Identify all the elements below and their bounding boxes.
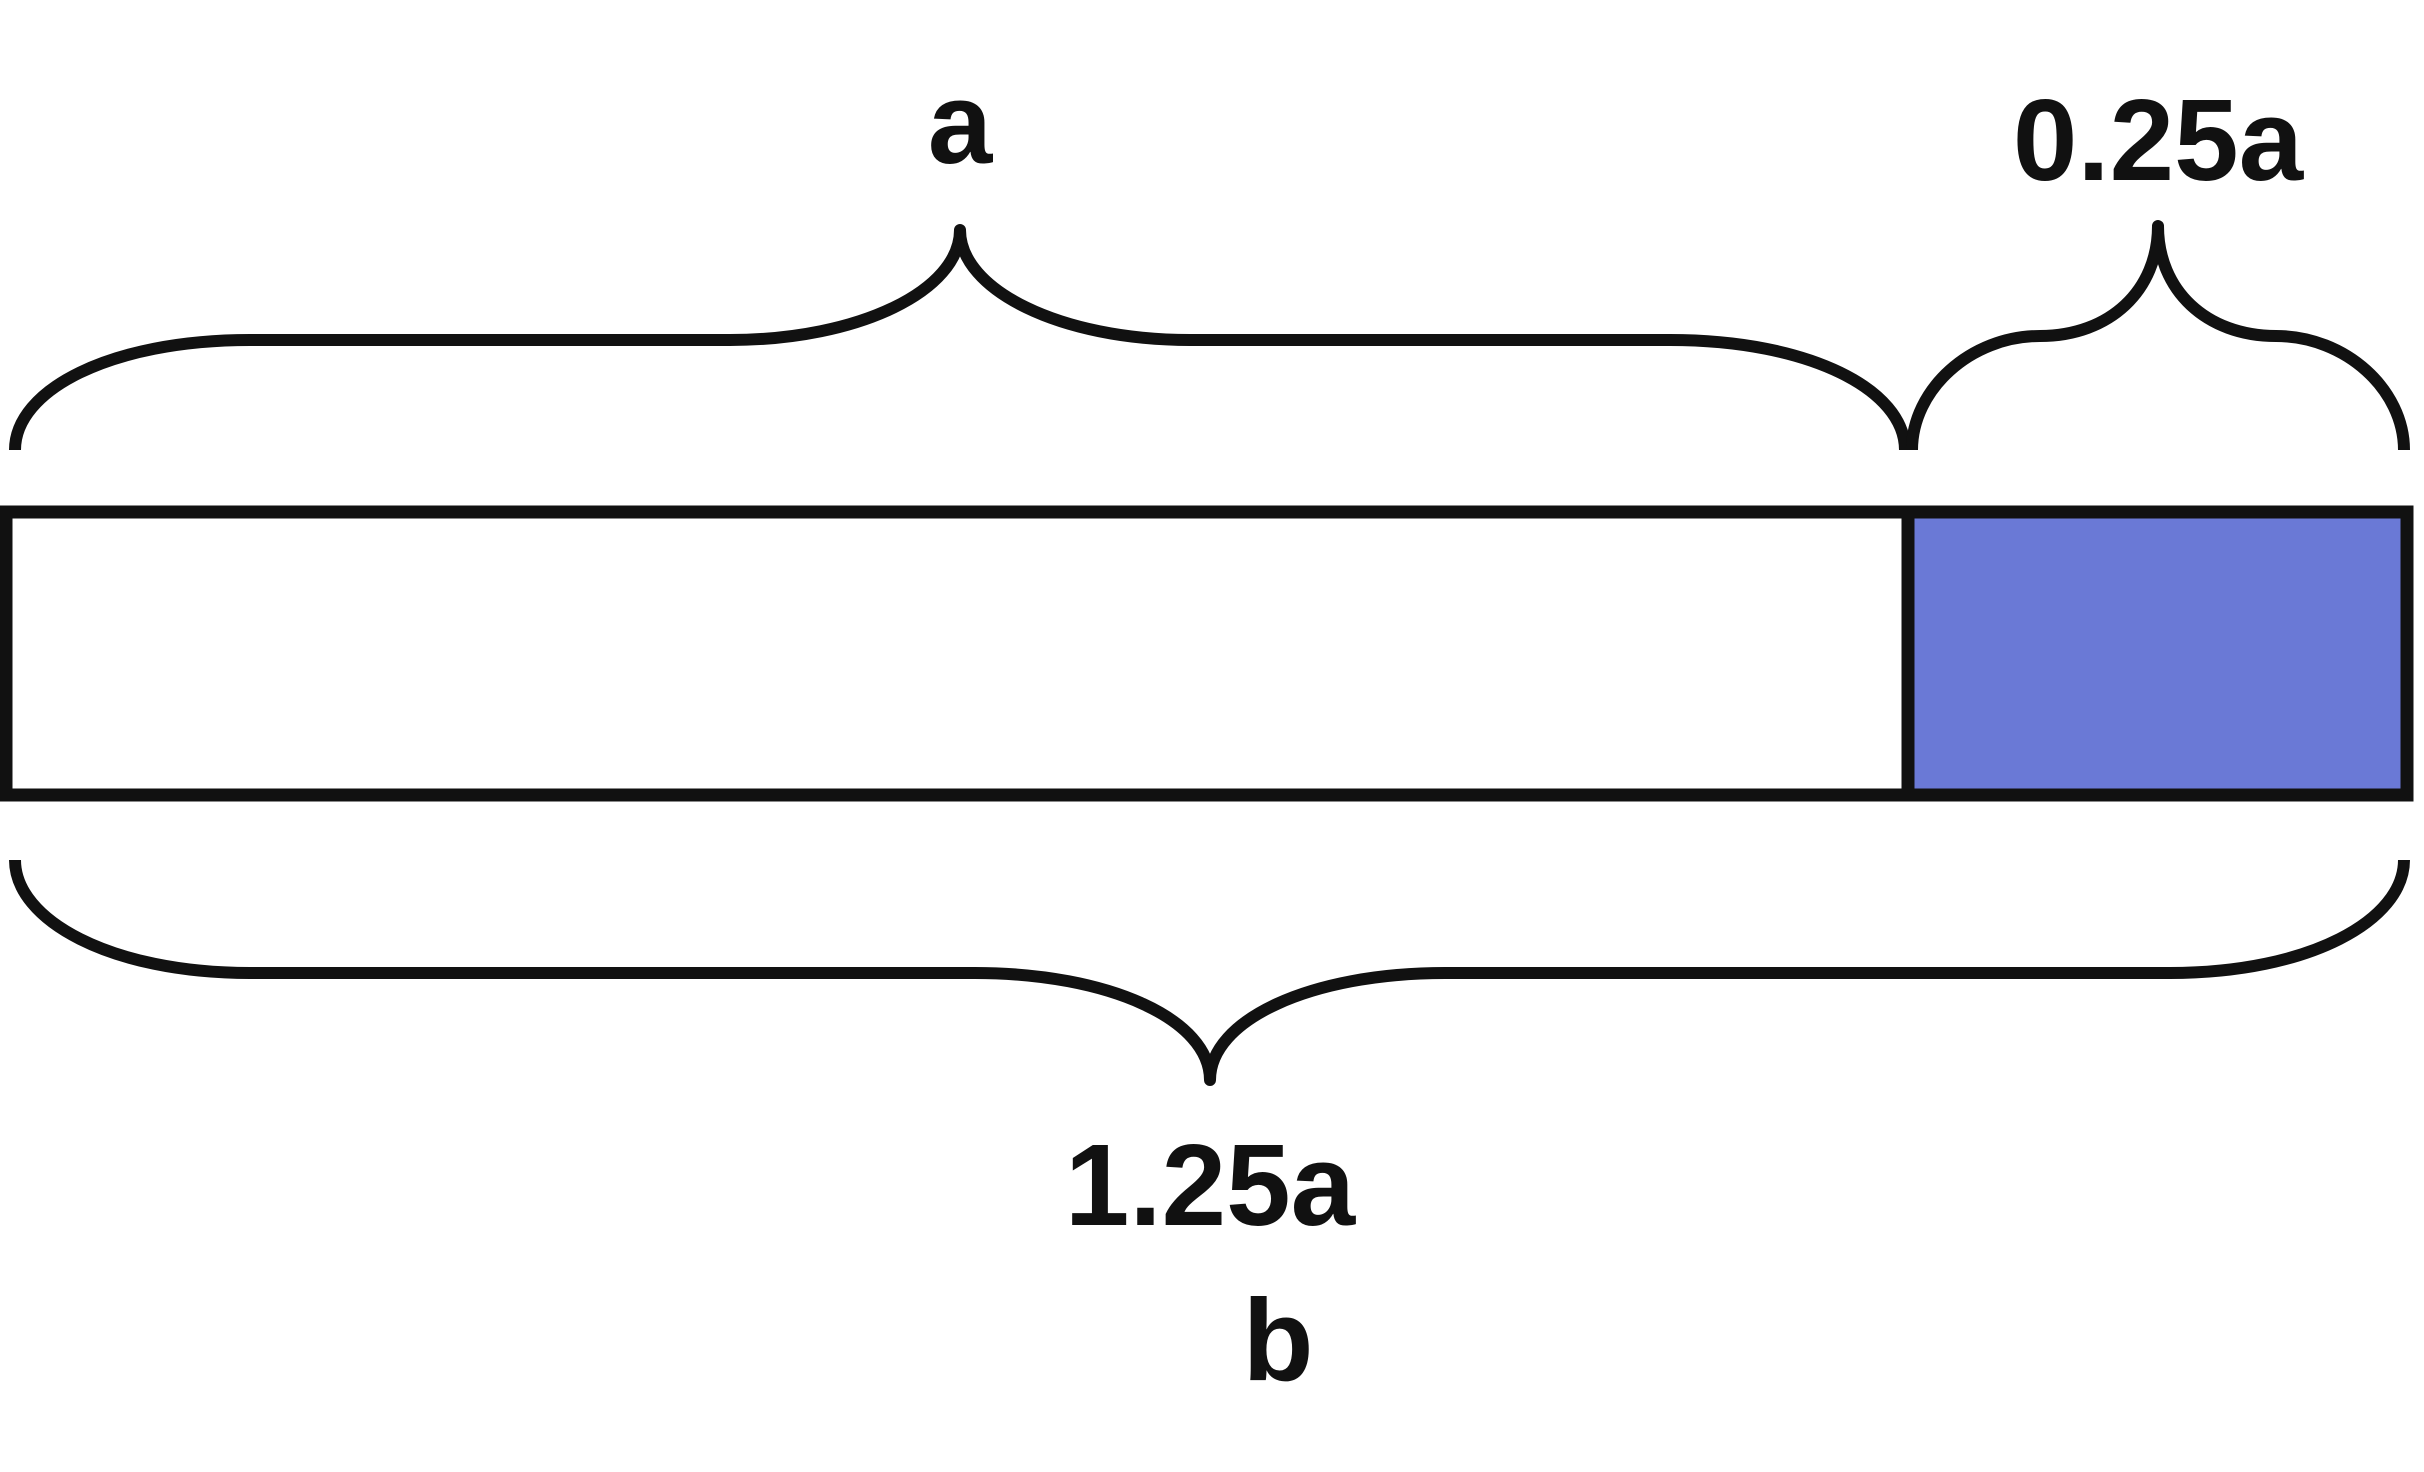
label-a: a <box>928 58 994 188</box>
label-total: 1.25a <box>1065 1120 1357 1250</box>
segment-a <box>0 505 1915 802</box>
bottom-brace-total <box>9 859 2410 1086</box>
label-b: b <box>1243 1275 1314 1405</box>
segment-quarter-a <box>1901 505 2414 802</box>
top-brace-quarter-a <box>1906 220 2410 451</box>
label-quarter-a: 0.25a <box>2013 75 2305 205</box>
top-brace-a <box>9 224 1911 451</box>
